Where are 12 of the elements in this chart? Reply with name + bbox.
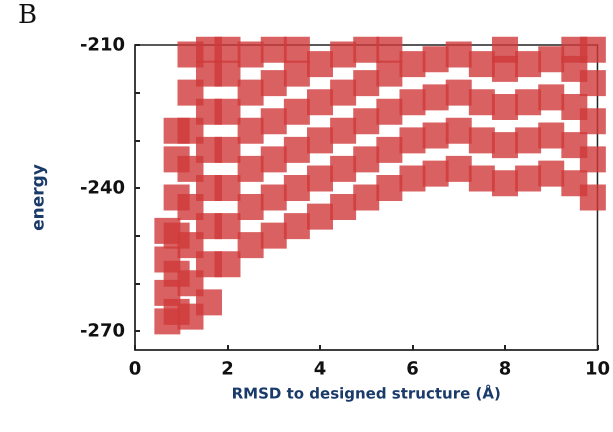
y-tick-label: -240 — [80, 177, 125, 198]
x-tick-label: 4 — [314, 358, 326, 380]
y-axis-title: energy — [28, 164, 48, 231]
x-tick-label: 10 — [584, 358, 610, 380]
y-tick-label: -270 — [80, 320, 125, 342]
y-tick-label: -210 — [80, 34, 125, 56]
x-tick-label: 8 — [498, 358, 512, 380]
x-tick-label: 6 — [406, 358, 419, 380]
x-tick-label: 2 — [221, 358, 234, 380]
text: B — [18, 0, 38, 30]
x-axis-title: RMSD to designed structure (Å) — [232, 384, 501, 402]
x-tick-label: 0 — [128, 358, 142, 380]
